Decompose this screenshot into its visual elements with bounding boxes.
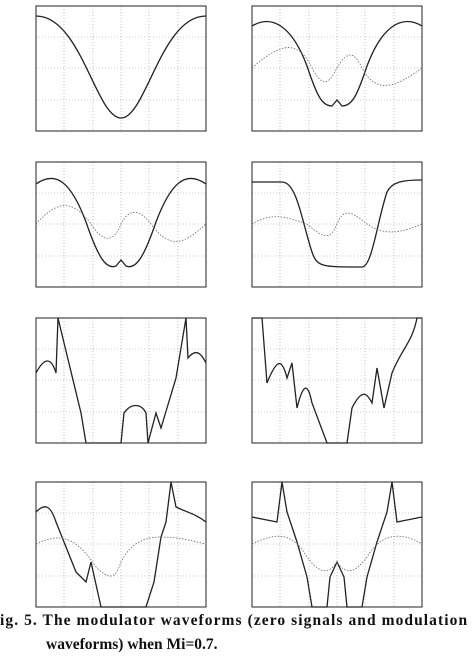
panel [251,481,423,608]
panel [35,481,207,608]
figure [35,5,423,608]
panel [35,317,207,444]
caption-line: waveforms) when Mi=0.7. [46,636,218,653]
panel [251,161,423,288]
panel [251,317,423,444]
panel [35,161,207,288]
panel [35,5,207,132]
panel [251,5,423,132]
caption-line: ig. 5. The modulator waveforms (zero sig… [0,612,469,629]
